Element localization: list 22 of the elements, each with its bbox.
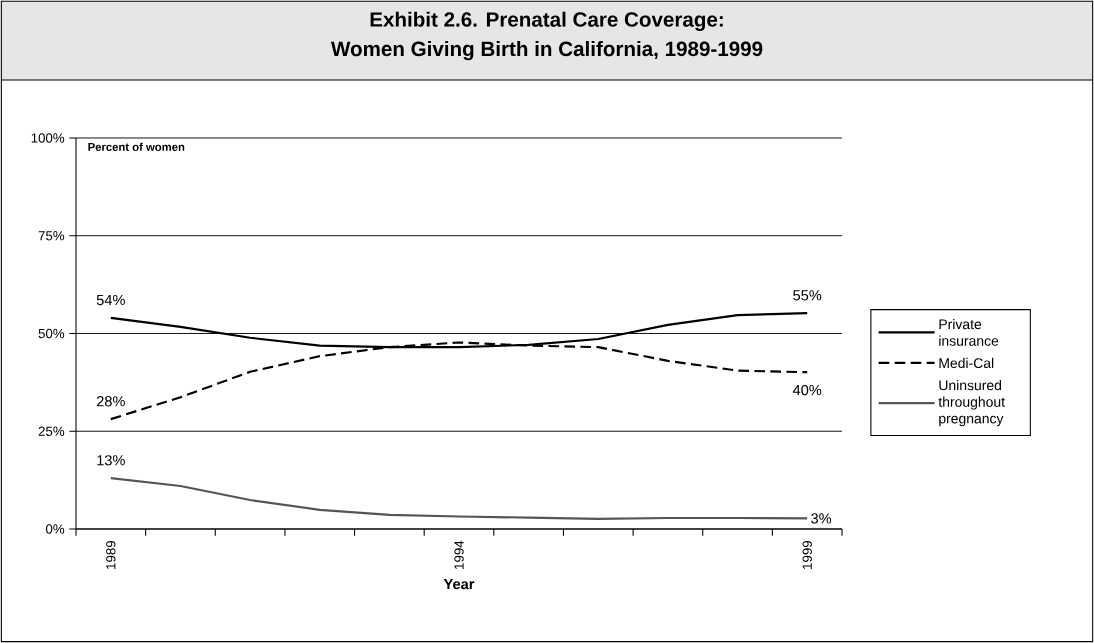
chart-subtitle: Women Giving Birth in California, 1989-1999	[330, 41, 763, 61]
y-tick-label: 0%	[45, 524, 65, 534]
data-label: 13%	[97, 455, 125, 466]
chart-title: Exhibit 2.6. Prenatal Care Coverage:	[370, 11, 723, 31]
x-tick-label: 1994	[454, 540, 464, 569]
y-tick-label: 100%	[31, 133, 65, 143]
data-label: 28%	[96, 396, 125, 407]
data-label: 3%	[811, 513, 832, 524]
legend-label: Medi-Cal	[939, 357, 994, 369]
legend-label: Private insurance	[939, 318, 999, 346]
data-label: 40%	[792, 384, 822, 396]
y-axis-title: Percent of women	[88, 142, 185, 151]
y-tick-label: 25%	[38, 426, 65, 436]
x-tick-label: 1989	[106, 540, 116, 569]
x-tick-label: 1999	[802, 540, 812, 569]
legend-label: Uninsured throughout pregnancy	[938, 380, 1005, 427]
line-series	[109, 477, 809, 520]
data-label: 54%	[96, 294, 125, 306]
y-tick-label: 50%	[38, 328, 65, 339]
y-tick-label: 75%	[38, 231, 65, 241]
data-label: 55%	[793, 290, 822, 301]
x-axis-title: Year	[443, 579, 475, 590]
